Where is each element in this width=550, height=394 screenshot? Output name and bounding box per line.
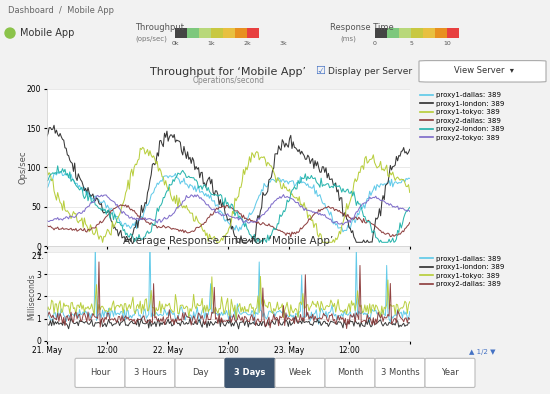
Text: Display per Server: Display per Server (328, 67, 412, 76)
Bar (375, 28, 387, 38)
FancyBboxPatch shape (175, 358, 225, 387)
Text: Month: Month (337, 368, 363, 377)
Text: (ms): (ms) (340, 36, 356, 42)
Bar (187, 28, 199, 38)
Bar (235, 28, 247, 38)
Bar (247, 28, 259, 38)
Bar (399, 28, 411, 38)
Text: 3 Months: 3 Months (381, 368, 419, 377)
Text: Mobile App: Mobile App (20, 28, 74, 38)
Text: 10: 10 (443, 41, 451, 46)
Legend: proxy1-dallas: 389, proxy1-london: 389, proxy1-tokyo: 389, proxy2-dallas: 389, p: proxy1-dallas: 389, proxy1-london: 389, … (421, 92, 505, 141)
Text: 1k: 1k (207, 41, 215, 46)
Text: 3 Hours: 3 Hours (134, 368, 166, 377)
Text: 0: 0 (373, 41, 377, 46)
Text: 3 Days: 3 Days (234, 368, 266, 377)
Legend: proxy1-dallas: 389, proxy1-london: 389, proxy1-tokyo: 389, proxy2-dallas: 389: proxy1-dallas: 389, proxy1-london: 389, … (421, 256, 505, 287)
Bar (175, 28, 187, 38)
Text: 2k: 2k (243, 41, 251, 46)
Bar (447, 28, 459, 38)
Bar (211, 28, 223, 38)
FancyBboxPatch shape (325, 358, 375, 387)
Circle shape (5, 28, 15, 38)
Bar (423, 28, 435, 38)
Text: (ops/sec): (ops/sec) (135, 36, 167, 42)
Text: Year: Year (441, 368, 459, 377)
Text: 3k: 3k (279, 41, 287, 46)
FancyBboxPatch shape (125, 358, 175, 387)
Text: View Server  ▾: View Server ▾ (454, 66, 514, 75)
Text: Day: Day (192, 368, 208, 377)
Text: Dashboard  /  Mobile App: Dashboard / Mobile App (8, 6, 114, 15)
Bar (435, 28, 447, 38)
FancyBboxPatch shape (275, 358, 325, 387)
Text: Response Time: Response Time (330, 22, 394, 32)
Title: Average Response Time for ‘Mobile App’: Average Response Time for ‘Mobile App’ (123, 236, 333, 246)
Y-axis label: Ops/sec: Ops/sec (18, 151, 27, 184)
Text: ☑: ☑ (315, 66, 325, 76)
FancyBboxPatch shape (75, 358, 125, 387)
Text: Operations/second: Operations/second (192, 76, 264, 85)
Text: ▲ 1/2 ▼: ▲ 1/2 ▼ (469, 349, 496, 355)
Y-axis label: Milliseconds: Milliseconds (28, 273, 37, 320)
Text: Hour: Hour (90, 368, 110, 377)
Text: Throughput: Throughput (135, 22, 184, 32)
Bar (199, 28, 211, 38)
Bar (387, 28, 399, 38)
FancyBboxPatch shape (419, 61, 546, 82)
Bar (411, 28, 423, 38)
Text: Week: Week (288, 368, 311, 377)
FancyBboxPatch shape (225, 358, 275, 387)
Text: 0k: 0k (171, 41, 179, 46)
Title: Throughput for ‘Mobile App’: Throughput for ‘Mobile App’ (150, 67, 306, 77)
FancyBboxPatch shape (375, 358, 425, 387)
Text: 5: 5 (409, 41, 413, 46)
Bar (223, 28, 235, 38)
FancyBboxPatch shape (425, 358, 475, 387)
